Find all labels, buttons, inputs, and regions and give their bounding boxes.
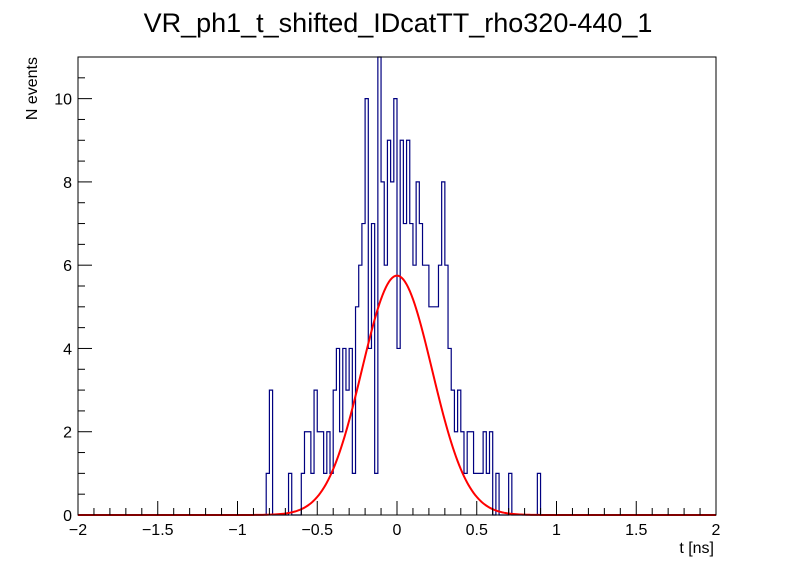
y-tick-label: 8 [63, 175, 72, 192]
y-tick-label: 0 [63, 508, 72, 525]
y-axis-label: N events [24, 57, 41, 120]
plot-area: −2 −1.5 −1 −0.5 0 0.5 1 1.5 2 0 2 4 6 8 10 [54, 56, 721, 539]
x-axis-label: t [ns] [679, 540, 714, 557]
y-tick-label: 4 [63, 341, 72, 358]
y-tick-label: 2 [63, 425, 72, 442]
x-tick-label: 2 [712, 522, 721, 539]
x-tick-label: 1.5 [625, 522, 647, 539]
x-tick-label: 0.5 [466, 522, 488, 539]
y-tick-label: 10 [54, 92, 72, 109]
y-tick-label: 6 [63, 258, 72, 275]
x-tick-label: −1.5 [142, 522, 174, 539]
x-tick-label: −1 [228, 522, 246, 539]
chart-title: VR_ph1_t_shifted_IDcatTT_rho320-440_1 [144, 8, 653, 38]
x-tick-label: 1 [552, 522, 561, 539]
x-tick-label: −2 [69, 522, 87, 539]
x-tick-label: 0 [393, 522, 402, 539]
x-tick-label: −0.5 [301, 522, 333, 539]
